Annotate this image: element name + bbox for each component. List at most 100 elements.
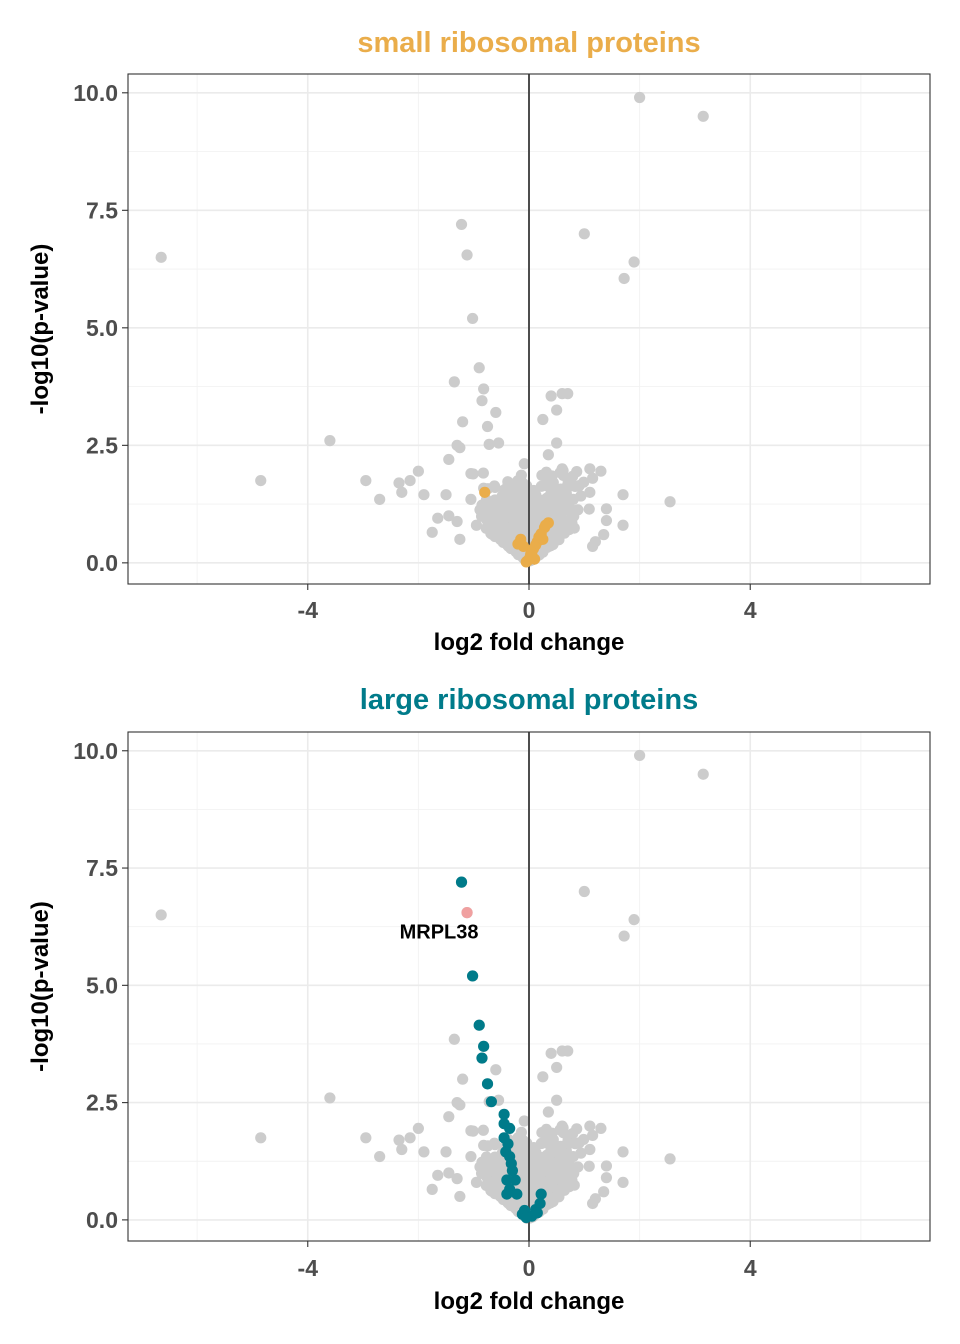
background-point <box>324 435 336 447</box>
background-point <box>537 508 549 520</box>
highlight-point <box>481 1078 494 1090</box>
background-point <box>455 218 468 231</box>
x-tick-label: 4 <box>744 1255 757 1281</box>
background-point <box>483 438 495 450</box>
background-point <box>617 489 629 501</box>
background-point <box>557 497 569 509</box>
y-tick-label: 10.0 <box>73 80 118 106</box>
background-point <box>478 1139 490 1151</box>
background-point <box>617 1146 629 1158</box>
background-point <box>584 1143 596 1156</box>
highlight-point <box>520 1211 532 1224</box>
background-point <box>583 1160 595 1172</box>
background-point <box>556 1120 568 1132</box>
background-point <box>587 1197 599 1210</box>
highlight-point <box>455 876 468 888</box>
background-point <box>440 1146 452 1158</box>
highlight-point <box>498 1108 510 1120</box>
background-point <box>426 526 438 538</box>
background-point <box>451 1173 463 1185</box>
background-point <box>477 1163 489 1175</box>
background-point <box>155 251 167 263</box>
background-point <box>600 1172 613 1184</box>
background-point <box>495 533 508 545</box>
background-point <box>324 1092 336 1104</box>
background-point <box>578 476 590 488</box>
y-tick-label: 2.5 <box>86 432 118 458</box>
background-point <box>578 1133 590 1146</box>
background-point <box>546 470 558 482</box>
y-tick-label: 7.5 <box>86 855 118 881</box>
background-point <box>470 1176 483 1188</box>
background-point <box>537 1165 549 1178</box>
background-point <box>478 383 490 395</box>
background-point <box>432 512 444 524</box>
background-point <box>443 453 455 466</box>
background-point <box>558 1184 571 1196</box>
background-point <box>598 1186 610 1198</box>
background-point <box>617 1176 629 1188</box>
background-point <box>489 1139 501 1151</box>
background-point <box>496 506 508 519</box>
background-point <box>454 1190 466 1203</box>
chart-title: small ribosomal proteins <box>357 27 700 59</box>
background-point <box>476 395 488 407</box>
background-point <box>470 519 483 531</box>
background-point <box>542 449 554 461</box>
background-point <box>542 1106 554 1118</box>
background-point <box>502 480 514 492</box>
y-axis-title: -log10(p-value) <box>27 901 54 1072</box>
background-point <box>473 362 485 374</box>
highlight-point <box>501 1188 513 1200</box>
x-tick-label: -4 <box>298 1255 319 1281</box>
highlight-point <box>509 1174 521 1186</box>
background-point <box>515 469 527 481</box>
highlight-point <box>476 1052 488 1064</box>
background-point <box>432 1169 444 1181</box>
background-point <box>481 420 494 433</box>
background-point <box>536 1126 548 1139</box>
background-point <box>551 1061 563 1074</box>
background-point <box>489 481 501 494</box>
background-point <box>393 1134 405 1146</box>
chart-title: large ribosomal proteins <box>360 684 698 716</box>
background-point <box>393 477 405 489</box>
background-point <box>454 1099 466 1111</box>
y-tick-label: 2.5 <box>86 1090 118 1116</box>
background-point <box>465 1150 477 1163</box>
background-point <box>505 521 517 534</box>
background-point <box>584 463 596 475</box>
highlight-point <box>501 1174 513 1186</box>
background-point <box>595 465 607 477</box>
background-point <box>492 437 505 449</box>
background-point <box>551 404 563 416</box>
background-point <box>404 1132 416 1144</box>
highlight-point <box>478 1040 490 1052</box>
y-tick-label: 5.0 <box>86 315 118 341</box>
background-point <box>496 1164 508 1176</box>
background-point <box>440 489 452 501</box>
background-point <box>461 249 473 261</box>
background-point <box>537 1071 549 1083</box>
background-point <box>404 474 416 487</box>
background-point <box>578 228 590 240</box>
highlight-point <box>466 970 479 982</box>
background-point <box>396 486 408 498</box>
y-tick-label: 0.0 <box>86 1207 118 1233</box>
highlight-point <box>525 548 537 560</box>
background-point <box>465 1125 477 1137</box>
y-tick-label: 0.0 <box>86 550 118 576</box>
background-point <box>584 486 596 498</box>
background-point <box>584 1120 596 1132</box>
background-point <box>551 1094 563 1106</box>
x-axis-title: log2 fold change <box>434 629 625 656</box>
background-point <box>457 1073 469 1085</box>
background-point <box>374 1150 386 1163</box>
point-label: MRPL38 <box>400 922 479 944</box>
highlight-point <box>504 1122 516 1135</box>
background-point <box>506 490 518 502</box>
background-point <box>412 1122 424 1135</box>
background-point <box>454 533 466 545</box>
background-point <box>477 467 489 479</box>
background-point <box>541 480 554 492</box>
